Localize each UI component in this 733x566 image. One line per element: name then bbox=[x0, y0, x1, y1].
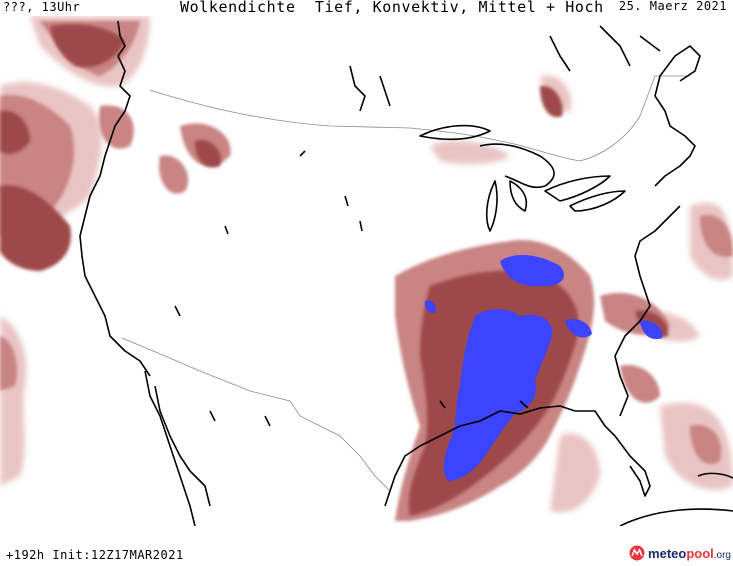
forecast-init-label: +192h Init:12Z17MAR2021 bbox=[6, 548, 184, 562]
forecast-date: 25. Maerz 2021 bbox=[618, 0, 727, 13]
coastlines bbox=[79, 20, 733, 526]
cloud-layer-light bbox=[0, 16, 733, 513]
cloud-density-map bbox=[0, 16, 733, 526]
country-borders bbox=[121, 75, 690, 492]
location-time-label: ???, 13Uhr bbox=[3, 0, 81, 14]
meteopool-logo[interactable]: meteopool.org bbox=[629, 545, 731, 561]
logo-text-pool: pool bbox=[686, 545, 714, 561]
meteopool-logo-icon bbox=[629, 545, 645, 561]
map-title: Wolkendichte Tief, Konvektiv, Mittel + H… bbox=[180, 0, 604, 16]
logo-text-meteo: meteo bbox=[648, 545, 687, 561]
convective-cloud-layer bbox=[424, 254, 663, 481]
logo-text-org: .org bbox=[713, 549, 731, 561]
